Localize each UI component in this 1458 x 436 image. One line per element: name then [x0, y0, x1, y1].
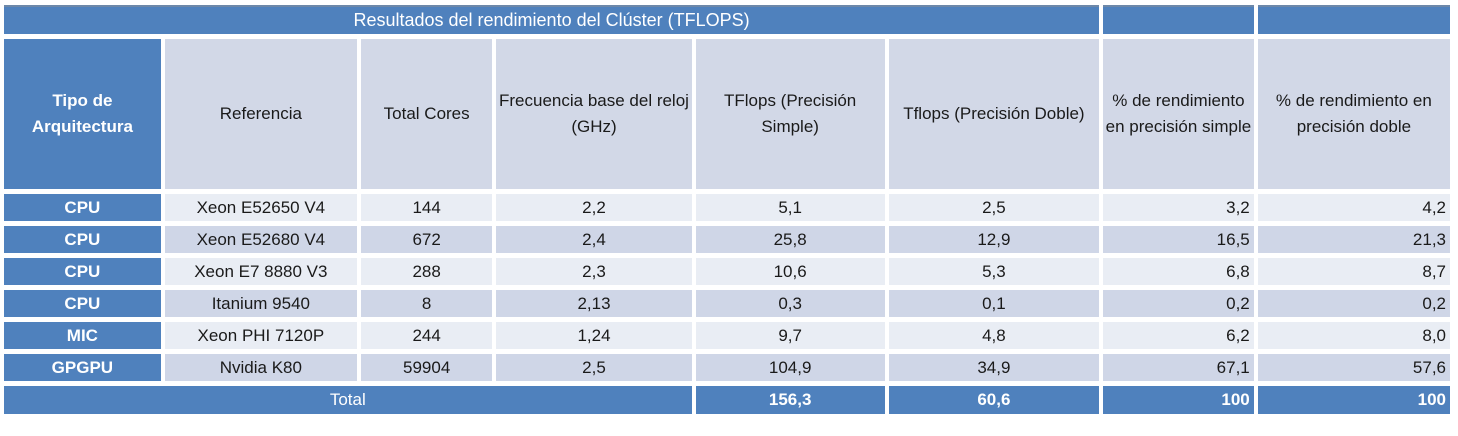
ref-cell: Xeon E7 8880 V3	[164, 258, 357, 285]
tflops-sp-cell: 10,6	[695, 258, 885, 285]
freq-cell: 2,5	[496, 354, 692, 381]
pct-dp-cell: 8,0	[1257, 322, 1450, 349]
total-tflops-dp-cell: 60,6	[888, 386, 1100, 414]
table-row: MIC Xeon PHI 7120P 244 1,24 9,7 4,8 6,2 …	[4, 322, 1450, 349]
total-row: Total 156,3 60,6 100 100	[4, 386, 1450, 414]
table-row: CPU Xeon E52680 V4 672 2,4 25,8 12,9 16,…	[4, 226, 1450, 253]
pct-sp-cell: 6,2	[1103, 322, 1254, 349]
performance-table: Resultados del rendimiento del Clúster (…	[4, 5, 1450, 414]
header-total-cores: Total Cores	[360, 39, 493, 189]
title-spacer-col7	[1103, 5, 1254, 34]
ref-cell: Xeon PHI 7120P	[164, 322, 357, 349]
table-row: CPU Itanium 9540 8 2,13 0,3 0,1 0,2 0,2	[4, 290, 1450, 317]
header-pct-simple: % de rendimiento en precisión simple	[1103, 39, 1254, 189]
pct-dp-cell: 4,2	[1257, 194, 1450, 221]
tflops-dp-cell: 5,3	[888, 258, 1100, 285]
pct-sp-cell: 6,8	[1103, 258, 1254, 285]
freq-cell: 2,2	[496, 194, 692, 221]
header-referencia: Referencia	[164, 39, 357, 189]
pct-dp-cell: 21,3	[1257, 226, 1450, 253]
pct-sp-cell: 3,2	[1103, 194, 1254, 221]
table-row: GPGPU Nvidia K80 59904 2,5 104,9 34,9 67…	[4, 354, 1450, 381]
arch-cell: CPU	[4, 194, 161, 221]
tflops-dp-cell: 4,8	[888, 322, 1100, 349]
header-row: Tipo de Arquitectura Referencia Total Co…	[4, 39, 1450, 189]
total-label-cell: Total	[4, 386, 692, 414]
total-pct-dp-cell: 100	[1257, 386, 1450, 414]
table-title: Resultados del rendimiento del Clúster (…	[4, 5, 1100, 34]
freq-cell: 1,24	[496, 322, 692, 349]
pct-dp-cell: 8,7	[1257, 258, 1450, 285]
tflops-dp-cell: 12,9	[888, 226, 1100, 253]
cores-cell: 288	[360, 258, 493, 285]
pct-sp-cell: 16,5	[1103, 226, 1254, 253]
ref-cell: Xeon E52680 V4	[164, 226, 357, 253]
cores-cell: 144	[360, 194, 493, 221]
freq-cell: 2,13	[496, 290, 692, 317]
tflops-sp-cell: 0,3	[695, 290, 885, 317]
header-frecuencia-base: Frecuencia base del reloj (GHz)	[496, 39, 692, 189]
tflops-dp-cell: 0,1	[888, 290, 1100, 317]
arch-cell: CPU	[4, 226, 161, 253]
table-row: CPU Xeon E52650 V4 144 2,2 5,1 2,5 3,2 4…	[4, 194, 1450, 221]
tflops-sp-cell: 104,9	[695, 354, 885, 381]
ref-cell: Itanium 9540	[164, 290, 357, 317]
cores-cell: 244	[360, 322, 493, 349]
total-pct-sp-cell: 100	[1103, 386, 1254, 414]
header-tipo-arquitectura: Tipo de Arquitectura	[4, 39, 161, 189]
pct-dp-cell: 0,2	[1257, 290, 1450, 317]
pct-dp-cell: 57,6	[1257, 354, 1450, 381]
pct-sp-cell: 0,2	[1103, 290, 1254, 317]
arch-cell: CPU	[4, 290, 161, 317]
title-row: Resultados del rendimiento del Clúster (…	[4, 5, 1450, 34]
ref-cell: Xeon E52650 V4	[164, 194, 357, 221]
header-pct-doble: % de rendimiento en precisión doble	[1257, 39, 1450, 189]
title-spacer-col8	[1257, 5, 1450, 34]
header-tflops-doble: Tflops (Precisión Doble)	[888, 39, 1100, 189]
total-tflops-sp-cell: 156,3	[695, 386, 885, 414]
arch-cell: GPGPU	[4, 354, 161, 381]
tflops-dp-cell: 34,9	[888, 354, 1100, 381]
header-tflops-simple: TFlops (Precisión Simple)	[695, 39, 885, 189]
tflops-dp-cell: 2,5	[888, 194, 1100, 221]
arch-cell: CPU	[4, 258, 161, 285]
cores-cell: 8	[360, 290, 493, 317]
arch-cell: MIC	[4, 322, 161, 349]
freq-cell: 2,3	[496, 258, 692, 285]
freq-cell: 2,4	[496, 226, 692, 253]
tflops-sp-cell: 9,7	[695, 322, 885, 349]
cores-cell: 59904	[360, 354, 493, 381]
cores-cell: 672	[360, 226, 493, 253]
tflops-sp-cell: 5,1	[695, 194, 885, 221]
ref-cell: Nvidia K80	[164, 354, 357, 381]
tflops-sp-cell: 25,8	[695, 226, 885, 253]
pct-sp-cell: 67,1	[1103, 354, 1254, 381]
table-row: CPU Xeon E7 8880 V3 288 2,3 10,6 5,3 6,8…	[4, 258, 1450, 285]
